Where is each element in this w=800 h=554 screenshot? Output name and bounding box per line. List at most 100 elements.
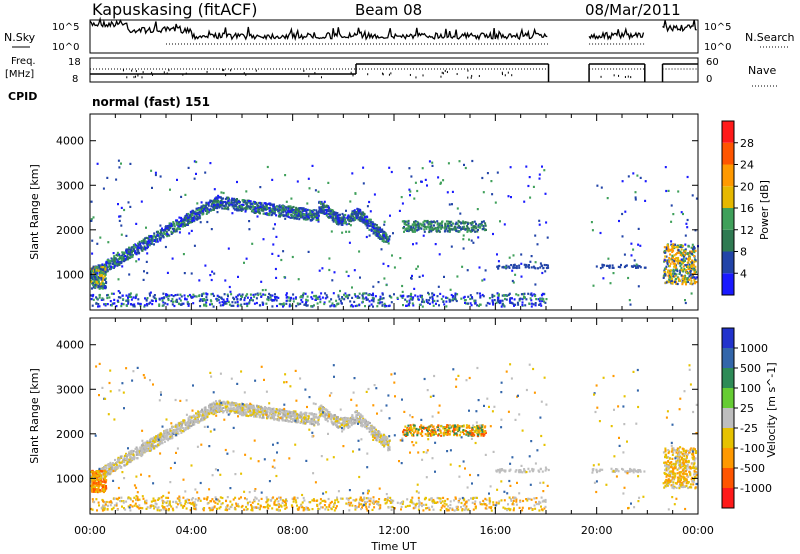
range-cell xyxy=(318,208,321,211)
range-cell xyxy=(607,257,610,260)
range-cell xyxy=(599,267,602,270)
range-cell xyxy=(693,280,696,283)
range-cell xyxy=(351,422,354,425)
range-cell xyxy=(201,299,204,302)
range-cell xyxy=(319,201,322,204)
range-cell xyxy=(135,293,138,296)
range-cell xyxy=(322,202,325,205)
range-cell xyxy=(371,297,374,300)
range-cell xyxy=(204,299,207,302)
range-cell xyxy=(180,216,183,220)
range-cell xyxy=(236,294,239,297)
range-cell xyxy=(150,448,153,451)
range-cell xyxy=(306,304,309,307)
range-cell xyxy=(223,207,226,210)
range-cell xyxy=(623,253,626,256)
range-cell xyxy=(688,266,691,269)
range-cell xyxy=(693,272,696,275)
range-cell xyxy=(333,271,336,274)
range-cell xyxy=(154,297,157,300)
range-cell xyxy=(488,297,491,300)
range-cell xyxy=(354,295,357,298)
range-cell xyxy=(161,232,164,235)
range-cell xyxy=(331,216,334,219)
range-cell xyxy=(166,232,169,235)
range-cell xyxy=(402,227,405,230)
range-cell xyxy=(432,299,434,303)
range-cell xyxy=(92,283,95,287)
range-cell xyxy=(482,225,485,228)
range-cell xyxy=(195,214,198,217)
range-cell xyxy=(496,253,498,256)
y-tick-label: 4000 xyxy=(56,135,84,148)
range-cell xyxy=(446,230,449,233)
range-cell xyxy=(147,242,149,245)
range-cell xyxy=(230,304,233,307)
range-cell xyxy=(95,268,98,271)
range-cell xyxy=(216,410,218,413)
range-cell xyxy=(132,246,135,249)
range-cell xyxy=(120,302,123,305)
range-cell xyxy=(377,430,380,433)
range-cell xyxy=(350,220,352,223)
range-cell xyxy=(160,230,162,234)
range-cell xyxy=(224,201,227,204)
range-cell xyxy=(692,274,694,277)
range-cell xyxy=(210,278,213,282)
range-cell xyxy=(410,296,413,300)
range-cell xyxy=(361,421,364,424)
range-cell xyxy=(414,294,417,297)
range-cell xyxy=(113,298,116,301)
range-cell xyxy=(427,222,430,225)
range-cell xyxy=(134,251,137,254)
range-cell xyxy=(149,291,152,294)
nave-dot xyxy=(613,74,615,77)
range-cell xyxy=(331,279,334,282)
range-cell xyxy=(683,267,686,271)
nave-dot xyxy=(126,76,128,79)
range-cell xyxy=(621,212,624,216)
range-cell xyxy=(290,213,293,216)
range-cell xyxy=(263,212,266,215)
range-cell xyxy=(497,294,500,297)
range-cell xyxy=(136,248,139,251)
range-cell xyxy=(125,234,128,237)
range-cell xyxy=(192,415,195,418)
nave-dot xyxy=(501,71,503,74)
range-cell xyxy=(242,410,245,413)
range-cell xyxy=(118,257,120,260)
range-cell xyxy=(451,203,453,206)
range-cell xyxy=(499,220,501,223)
range-cell xyxy=(343,425,346,428)
range-cell xyxy=(545,266,548,270)
range-cell xyxy=(309,211,312,214)
range-cell xyxy=(225,203,228,206)
range-cell xyxy=(502,265,505,268)
range-cell xyxy=(256,207,259,210)
nave-dot xyxy=(230,69,232,72)
range-cell xyxy=(121,258,124,261)
range-cell xyxy=(689,260,692,264)
range-cell xyxy=(187,304,190,307)
range-cell xyxy=(166,293,169,296)
range-cell xyxy=(130,298,133,301)
range-cell xyxy=(249,413,252,416)
range-cell xyxy=(638,265,641,268)
range-cell xyxy=(190,221,193,224)
range-cell xyxy=(191,219,194,222)
range-cell xyxy=(211,292,214,295)
range-cell xyxy=(187,212,190,216)
range-cell xyxy=(215,196,218,199)
range-cell xyxy=(260,208,263,211)
range-cell xyxy=(478,266,481,269)
range-cell xyxy=(351,210,354,213)
range-cell xyxy=(335,299,338,302)
range-cell xyxy=(528,264,530,267)
range-cell xyxy=(130,254,133,257)
nave-dot xyxy=(388,73,390,76)
range-cell xyxy=(691,243,694,246)
range-cell xyxy=(327,181,330,184)
range-cell xyxy=(321,209,324,212)
range-cell xyxy=(466,302,469,305)
range-cell xyxy=(271,294,274,297)
